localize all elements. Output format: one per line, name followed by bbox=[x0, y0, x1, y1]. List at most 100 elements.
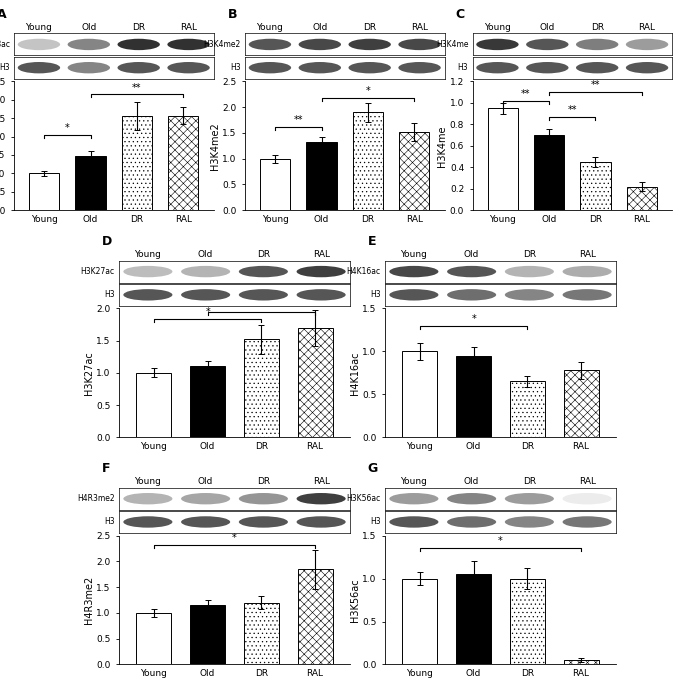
Text: **: ** bbox=[293, 115, 303, 125]
Ellipse shape bbox=[505, 493, 554, 504]
Ellipse shape bbox=[248, 39, 291, 50]
Ellipse shape bbox=[349, 62, 391, 73]
Text: DR: DR bbox=[523, 250, 536, 259]
Y-axis label: H3: H3 bbox=[458, 63, 468, 72]
Text: Old: Old bbox=[464, 250, 480, 259]
Bar bbox=[190, 605, 225, 664]
Y-axis label: H3K4me2: H3K4me2 bbox=[209, 122, 220, 170]
Bar bbox=[244, 603, 279, 664]
Y-axis label: H3: H3 bbox=[370, 290, 381, 299]
Y-axis label: H3: H3 bbox=[230, 63, 241, 72]
Text: C: C bbox=[455, 8, 464, 21]
Ellipse shape bbox=[181, 516, 230, 527]
Ellipse shape bbox=[563, 289, 612, 300]
Y-axis label: H4K16ac: H4K16ac bbox=[346, 267, 381, 276]
Text: Old: Old bbox=[540, 23, 555, 32]
Y-axis label: H3K4me: H3K4me bbox=[436, 40, 468, 49]
Ellipse shape bbox=[476, 39, 519, 50]
Ellipse shape bbox=[239, 266, 288, 277]
Ellipse shape bbox=[626, 39, 668, 50]
Text: *: * bbox=[471, 314, 476, 324]
Text: RAL: RAL bbox=[180, 23, 197, 32]
Text: *: * bbox=[65, 123, 70, 133]
Ellipse shape bbox=[123, 266, 172, 277]
Text: Old: Old bbox=[312, 23, 328, 32]
Y-axis label: H4R3me2: H4R3me2 bbox=[83, 576, 94, 624]
Ellipse shape bbox=[389, 516, 438, 527]
Ellipse shape bbox=[526, 39, 568, 50]
Ellipse shape bbox=[299, 39, 341, 50]
Ellipse shape bbox=[118, 62, 160, 73]
Bar bbox=[298, 569, 332, 664]
Y-axis label: H4R3me2: H4R3me2 bbox=[77, 494, 115, 503]
Bar bbox=[564, 370, 598, 437]
Text: RAL: RAL bbox=[579, 477, 596, 486]
Bar bbox=[136, 613, 172, 664]
Text: RAL: RAL bbox=[638, 23, 656, 32]
Text: Young: Young bbox=[484, 23, 511, 32]
Text: **: ** bbox=[132, 83, 141, 93]
Ellipse shape bbox=[181, 493, 230, 504]
Text: RAL: RAL bbox=[313, 477, 330, 486]
Ellipse shape bbox=[505, 289, 554, 300]
Y-axis label: H3: H3 bbox=[370, 517, 381, 526]
Ellipse shape bbox=[68, 39, 110, 50]
Bar bbox=[510, 382, 545, 437]
Text: **: ** bbox=[568, 105, 577, 115]
Text: Old: Old bbox=[464, 477, 480, 486]
Bar bbox=[580, 162, 610, 210]
Text: **: ** bbox=[521, 89, 531, 99]
Text: *: * bbox=[232, 534, 237, 543]
Text: Young: Young bbox=[134, 477, 161, 486]
Ellipse shape bbox=[123, 493, 172, 504]
Ellipse shape bbox=[626, 62, 668, 73]
Text: B: B bbox=[228, 8, 237, 21]
Bar bbox=[298, 328, 332, 437]
Ellipse shape bbox=[181, 289, 230, 300]
Text: *: * bbox=[205, 307, 210, 317]
Ellipse shape bbox=[576, 39, 618, 50]
Text: RAL: RAL bbox=[411, 23, 428, 32]
Y-axis label: H3K56ac: H3K56ac bbox=[349, 578, 360, 622]
Ellipse shape bbox=[297, 266, 346, 277]
Ellipse shape bbox=[248, 62, 291, 73]
Ellipse shape bbox=[476, 62, 519, 73]
Ellipse shape bbox=[167, 62, 210, 73]
Bar bbox=[168, 115, 198, 210]
Text: G: G bbox=[368, 462, 378, 475]
Text: Old: Old bbox=[81, 23, 97, 32]
Bar bbox=[564, 660, 598, 664]
Text: RAL: RAL bbox=[313, 250, 330, 259]
Ellipse shape bbox=[297, 493, 346, 504]
Bar bbox=[307, 142, 337, 210]
Bar bbox=[402, 578, 438, 664]
Bar bbox=[260, 159, 290, 210]
Text: DR: DR bbox=[257, 250, 270, 259]
Ellipse shape bbox=[167, 39, 210, 50]
Text: Young: Young bbox=[25, 23, 52, 32]
Text: DR: DR bbox=[132, 23, 146, 32]
Text: DR: DR bbox=[523, 477, 536, 486]
Ellipse shape bbox=[447, 516, 496, 527]
Ellipse shape bbox=[299, 62, 341, 73]
Y-axis label: H3K4me2: H3K4me2 bbox=[204, 40, 241, 49]
Bar bbox=[399, 132, 429, 210]
Text: DR: DR bbox=[363, 23, 377, 32]
Bar bbox=[190, 366, 225, 437]
Ellipse shape bbox=[505, 266, 554, 277]
Bar bbox=[244, 340, 279, 437]
Ellipse shape bbox=[398, 39, 441, 50]
Text: Young: Young bbox=[134, 250, 161, 259]
Bar bbox=[76, 156, 106, 210]
Text: *: * bbox=[365, 86, 370, 96]
Ellipse shape bbox=[389, 493, 438, 504]
Bar bbox=[534, 135, 564, 210]
Ellipse shape bbox=[239, 516, 288, 527]
Bar bbox=[456, 356, 491, 437]
Text: Young: Young bbox=[256, 23, 284, 32]
Text: Old: Old bbox=[198, 250, 214, 259]
Ellipse shape bbox=[18, 39, 60, 50]
Ellipse shape bbox=[563, 266, 612, 277]
Bar bbox=[456, 574, 491, 664]
Ellipse shape bbox=[389, 266, 438, 277]
